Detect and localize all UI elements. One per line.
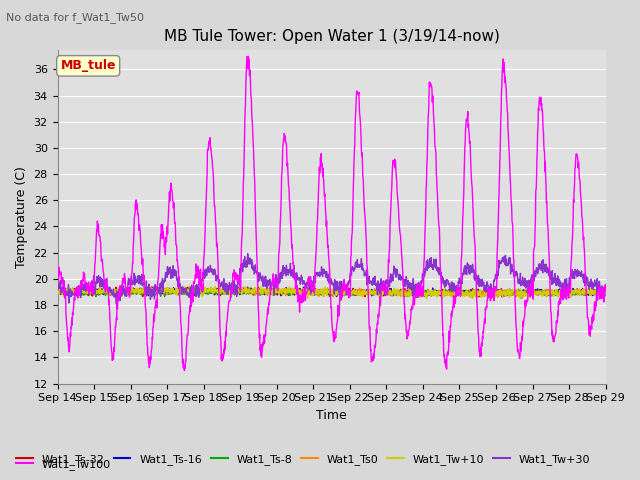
Legend: Wat1_Tw100: Wat1_Tw100: [12, 455, 116, 474]
X-axis label: Time: Time: [316, 409, 347, 422]
Text: No data for f_Wat1_Tw50: No data for f_Wat1_Tw50: [6, 12, 145, 23]
Title: MB Tule Tower: Open Water 1 (3/19/14-now): MB Tule Tower: Open Water 1 (3/19/14-now…: [164, 29, 499, 44]
Y-axis label: Temperature (C): Temperature (C): [15, 166, 28, 267]
Legend: Wat1_Ts-32, Wat1_Ts-16, Wat1_Ts-8, Wat1_Ts0, Wat1_Tw+10, Wat1_Tw+30: Wat1_Ts-32, Wat1_Ts-16, Wat1_Ts-8, Wat1_…: [12, 450, 595, 469]
Text: MB_tule: MB_tule: [60, 60, 116, 72]
